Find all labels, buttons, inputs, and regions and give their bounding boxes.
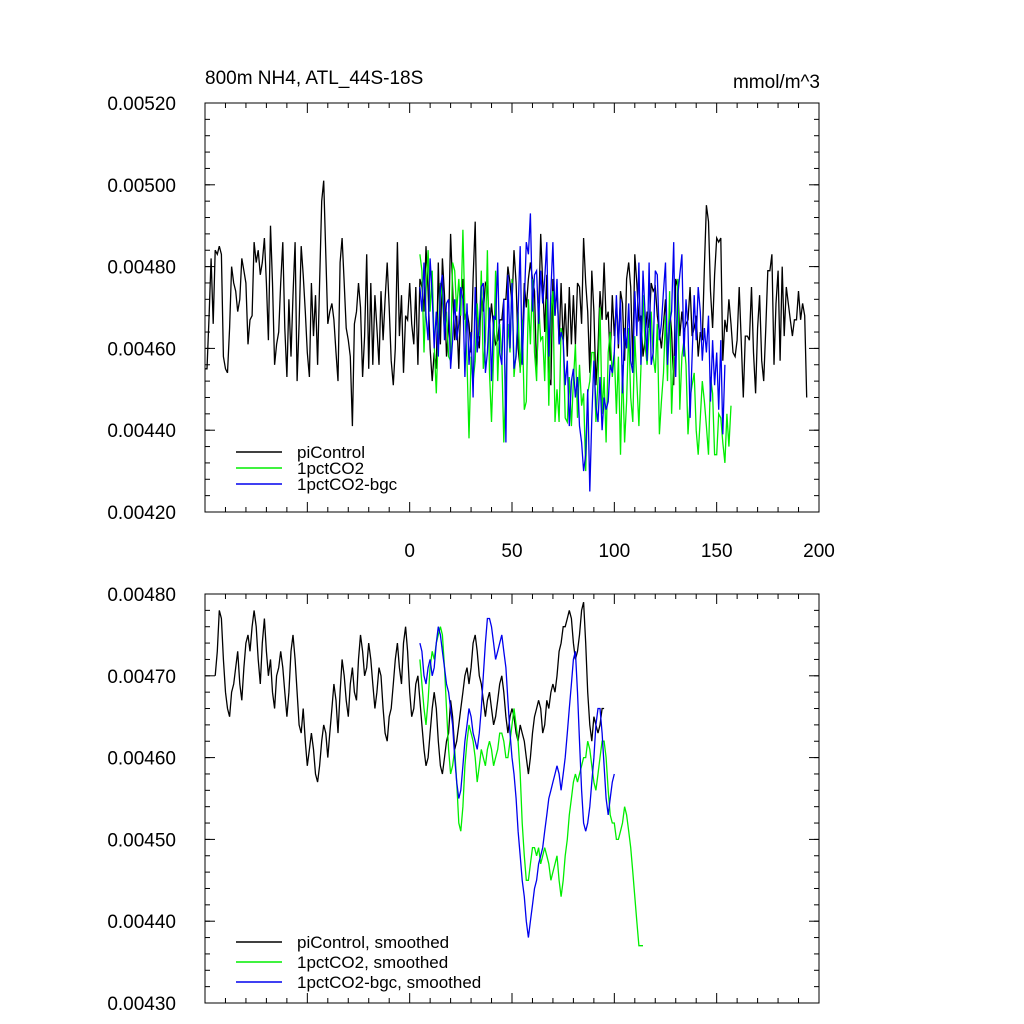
y-tick-label: 0.00420 (107, 503, 176, 524)
top-title: 800m NH4, ATL_44S-18S (205, 68, 423, 89)
x-tick-label: 50 (501, 541, 522, 562)
x-tick-label: 200 (803, 541, 835, 562)
y-tick-label: 0.00500 (107, 176, 176, 197)
y-tick-label: 0.00440 (107, 421, 176, 442)
y-tick-label: 0.00460 (107, 339, 176, 360)
bottom-panel: 0.00430 0.00440 0.00450 0.00460 0.00470 0.004… (107, 585, 820, 1015)
legend-label: 1pctCO2 (297, 459, 364, 478)
y-tick-label: 0.00460 (107, 749, 176, 770)
legend-label: 1pctCO2, smoothed (297, 953, 448, 972)
top-units: mmol/m^3 (733, 72, 820, 93)
series-line-picontrol (205, 180, 808, 427)
y-tick-label: 0.00430 (107, 994, 176, 1015)
top-panel: 800m NH4, ATL_44S-18S mmol/m^3 0.00420 0.… (107, 68, 835, 562)
series-line-1pctco2-smoothed (419, 626, 643, 947)
y-tick-label: 0.00440 (107, 912, 176, 933)
legend-label: piControl (297, 443, 365, 462)
legend-label: 1pctCO2-bgc, smoothed (297, 973, 481, 992)
y-tick-label: 0.00520 (107, 94, 176, 115)
y-tick-label: 0.00480 (107, 258, 176, 279)
series-line-1pctco2-bgc-smoothed (419, 617, 615, 938)
x-tick-label: 100 (598, 541, 630, 562)
y-tick-label: 0.00480 (107, 585, 176, 606)
series-line-1pctco2-bgc (419, 213, 726, 492)
x-tick-label: 0 (404, 541, 415, 562)
x-tick-label: 150 (701, 541, 733, 562)
legend-label: piControl, smoothed (297, 933, 449, 952)
legend-label: 1pctCO2-bgc (297, 475, 398, 494)
y-tick-label: 0.00450 (107, 830, 176, 851)
y-tick-label: 0.00470 (107, 667, 176, 688)
series-line-picontrol-smoothed (214, 602, 605, 783)
